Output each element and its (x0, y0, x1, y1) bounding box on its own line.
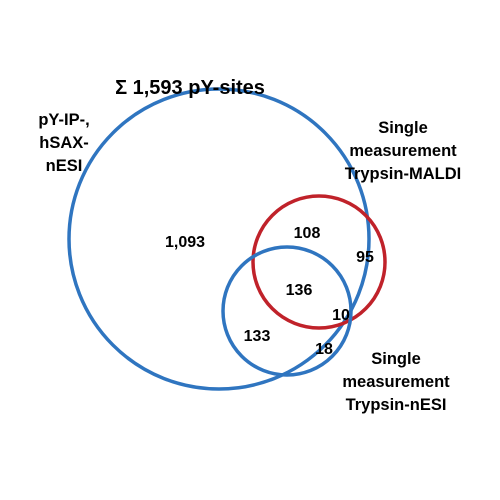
set-label-nesi-line2: measurement (342, 373, 450, 391)
count-ip-maldi-only: 108 (294, 225, 321, 242)
circle-trypsin-maldi (251, 194, 387, 330)
set-label-nesi-line3: Trypsin-nESI (346, 396, 447, 414)
set-label-nesi-line1: Single (371, 350, 421, 368)
count-nesi-only: 18 (315, 341, 333, 358)
set-label-maldi-line1: Single (378, 119, 428, 137)
circle-ip-hsax-nesi (67, 87, 371, 391)
set-label-ip-line2: hSAX- (39, 134, 89, 152)
set-label-maldi-line2: measurement (349, 142, 457, 160)
count-ip-nesi-only: 133 (244, 328, 271, 345)
count-all-three: 136 (286, 282, 313, 299)
chart-title: Σ 1,593 pY-sites (115, 77, 265, 99)
set-label-ip-line3: nESI (46, 157, 83, 175)
count-maldi-nesi-only: 10 (332, 307, 350, 324)
count-maldi-only: 95 (356, 249, 374, 266)
count-ip-only: 1,093 (165, 234, 205, 251)
set-label-maldi-line3: Trypsin-MALDI (345, 165, 461, 183)
circle-trypsin-nesi (221, 245, 353, 377)
set-label-ip-line1: pY-IP-, (38, 111, 89, 129)
